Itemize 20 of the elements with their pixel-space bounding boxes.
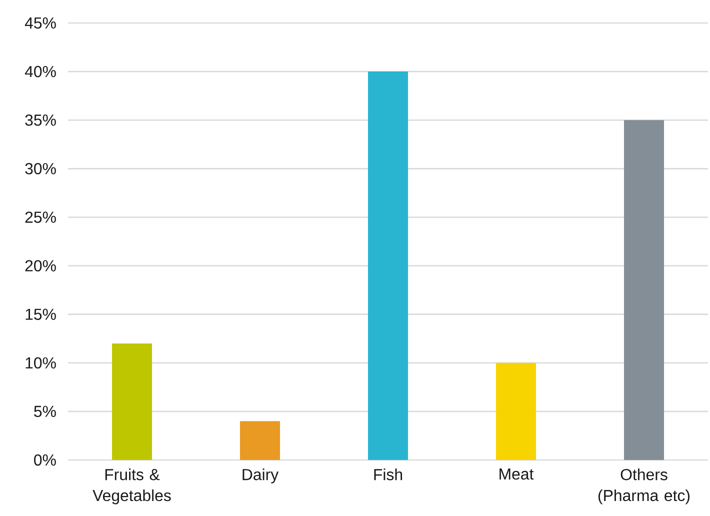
bar	[624, 120, 664, 460]
x-tick-label: Others (Pharma etc)	[598, 468, 690, 504]
y-tick-label: 30%	[25, 163, 56, 174]
x-tick-label: Meat	[500, 468, 534, 480]
y-tick-label: 25%	[25, 212, 56, 223]
y-tick-label: 5%	[34, 406, 56, 418]
bar	[368, 72, 408, 460]
y-tick-label: 15%	[26, 308, 56, 320]
y-tick-label: 35%	[25, 114, 56, 126]
y-tick-label: 40%	[24, 66, 56, 78]
y-tick-label: 45%	[24, 17, 56, 29]
bar	[240, 421, 280, 460]
x-tick-label: Dairy	[242, 468, 279, 484]
x-tick-label: Fish	[374, 468, 402, 480]
x-tick-label: Fruits & Vegetables	[92, 468, 171, 504]
bar	[496, 362, 536, 460]
y-tick-label: 0%	[34, 454, 56, 466]
y-tick-label: 20%	[25, 260, 56, 272]
bar	[112, 343, 152, 460]
y-tick-label: 10%	[26, 357, 56, 369]
